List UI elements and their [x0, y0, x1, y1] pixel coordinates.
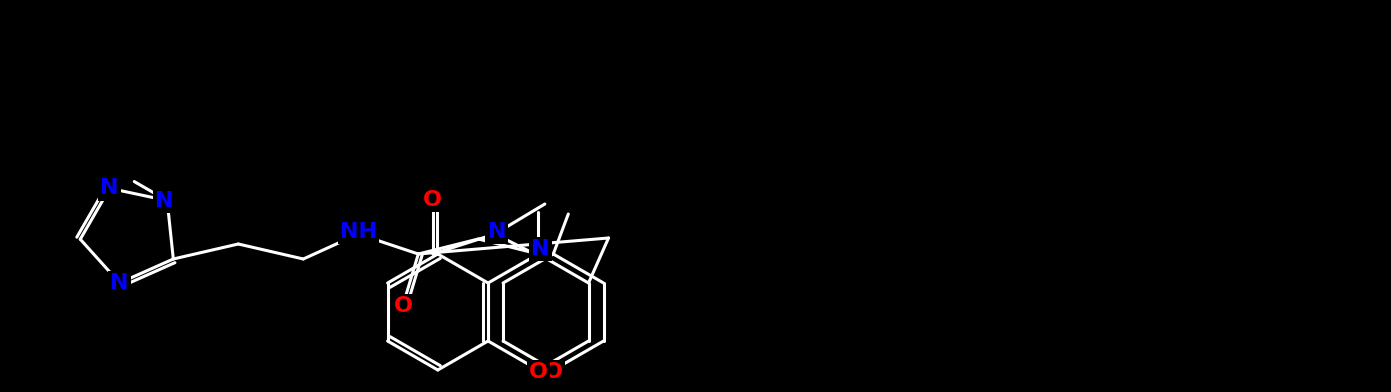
Text: N: N — [110, 273, 129, 293]
Text: NH: NH — [339, 222, 377, 242]
Text: O: O — [529, 362, 548, 382]
Text: O: O — [544, 362, 563, 382]
Text: N: N — [154, 191, 174, 211]
Text: O: O — [394, 296, 413, 316]
Text: N: N — [488, 222, 506, 242]
Text: N: N — [531, 239, 549, 259]
Text: O: O — [423, 190, 442, 210]
Text: N: N — [100, 178, 118, 198]
